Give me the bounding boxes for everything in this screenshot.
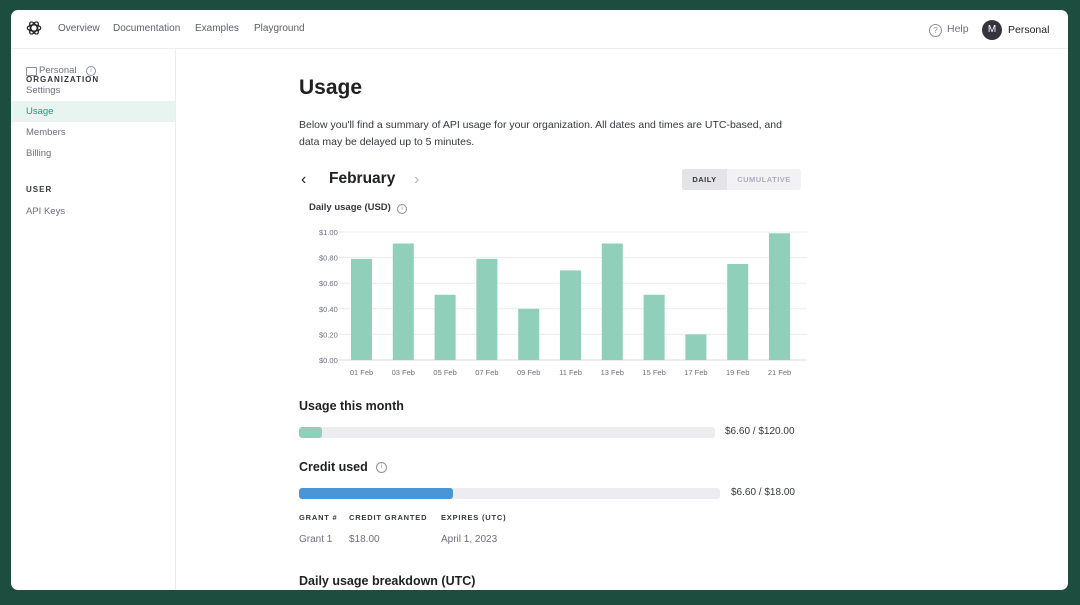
usage-month-progress xyxy=(299,427,715,438)
month-label: February xyxy=(329,170,396,187)
grant-cell-expires: April 1, 2023 xyxy=(441,534,498,545)
toggle-cumulative[interactable]: CUMULATIVE xyxy=(737,175,791,184)
x-tick-label: 11 Feb xyxy=(559,368,582,377)
y-tick-label: $1.00 xyxy=(319,228,338,237)
grant-cell-credit: $18.00 xyxy=(349,534,380,545)
sidebar-item-billing[interactable]: Billing xyxy=(26,148,52,159)
chart-bar[interactable] xyxy=(685,334,707,360)
chart-bar[interactable] xyxy=(601,243,623,360)
chart-bar[interactable] xyxy=(476,258,498,360)
y-tick-label: $0.00 xyxy=(319,356,338,365)
credit-used-title: Credit used xyxy=(299,460,368,474)
sidebar-item-settings[interactable]: Settings xyxy=(26,85,61,96)
y-tick-label: $0.80 xyxy=(319,254,338,263)
nav-overview[interactable]: Overview xyxy=(58,23,100,34)
sidebar-item-usage[interactable]: Usage xyxy=(26,106,54,117)
x-tick-label: 15 Feb xyxy=(642,368,665,377)
chevron-right-icon[interactable]: › xyxy=(414,171,420,188)
usage-month-progress-fill xyxy=(299,427,322,438)
org-info-icon[interactable]: i xyxy=(86,66,96,76)
openai-logo-icon[interactable] xyxy=(25,19,43,37)
sidebar-heading-user: USER xyxy=(26,185,53,194)
nav-playground[interactable]: Playground xyxy=(254,23,305,34)
column-header-grant: GRANT # xyxy=(299,513,338,522)
page-title: Usage xyxy=(299,76,363,99)
credit-progress-fill xyxy=(299,488,454,499)
daily-breakdown-title: Daily usage breakdown (UTC) xyxy=(299,574,476,588)
y-tick-label: $0.60 xyxy=(319,279,338,288)
chart-bar[interactable] xyxy=(769,233,790,360)
chart-bar[interactable] xyxy=(727,264,749,360)
nav-examples[interactable]: Examples xyxy=(195,23,239,34)
chart-title: Daily usage (USD) xyxy=(309,202,391,213)
chart-info-icon[interactable]: i xyxy=(397,204,407,214)
usage-month-amount: $6.60 / $120.00 xyxy=(725,426,795,437)
toggle-daily[interactable]: DAILY xyxy=(682,169,727,190)
sidebar: ORGANIZATION Personal i Settings Usage M… xyxy=(11,49,176,590)
help-icon[interactable]: ? xyxy=(929,24,942,37)
x-tick-label: 03 Feb xyxy=(392,368,415,377)
briefcase-icon xyxy=(26,67,37,76)
chevron-left-icon[interactable]: ‹ xyxy=(301,171,307,188)
top-navigation: Overview Documentation Examples Playgrou… xyxy=(11,10,1068,49)
x-tick-label: 19 Feb xyxy=(726,368,749,377)
sidebar-org-name[interactable]: Personal xyxy=(39,65,77,76)
x-tick-label: 05 Feb xyxy=(433,368,456,377)
nav-documentation[interactable]: Documentation xyxy=(113,23,181,34)
chart-bar[interactable] xyxy=(518,308,540,360)
credit-info-icon[interactable]: i xyxy=(376,462,387,473)
x-tick-label: 01 Feb xyxy=(350,368,373,377)
usage-view-toggle: DAILY CUMULATIVE xyxy=(682,169,801,190)
daily-usage-chart: 01 Feb 03 Feb 05 Feb 07 Feb 09 Feb 11 Feb 13 F… xyxy=(319,228,807,377)
x-tick-label: 09 Feb xyxy=(517,368,540,377)
account-name[interactable]: Personal xyxy=(1008,24,1050,36)
chart-bar[interactable] xyxy=(560,270,581,360)
help-link[interactable]: Help xyxy=(947,23,969,35)
credit-amount: $6.60 / $18.00 xyxy=(731,487,795,498)
avatar[interactable]: M xyxy=(982,20,1002,40)
chart-bar[interactable] xyxy=(643,294,665,360)
usage-month-title: Usage this month xyxy=(299,399,404,413)
chart-bar[interactable] xyxy=(392,243,414,360)
y-tick-label: $0.40 xyxy=(319,305,338,314)
sidebar-active-highlight xyxy=(11,101,175,122)
sidebar-heading-organization: ORGANIZATION xyxy=(26,75,100,84)
page-description: Below you'll find a summary of API usage… xyxy=(299,119,782,148)
x-tick-label: 13 Feb xyxy=(601,368,624,377)
credit-progress xyxy=(299,488,720,499)
sidebar-item-members[interactable]: Members xyxy=(26,127,66,138)
sidebar-item-api-keys[interactable]: API Keys xyxy=(26,206,66,217)
app-window: Overview Documentation Examples Playgrou… xyxy=(11,10,1068,590)
chart-bar[interactable] xyxy=(351,258,372,360)
y-tick-label: $0.20 xyxy=(319,330,338,339)
x-tick-label: 07 Feb xyxy=(475,368,498,377)
x-tick-label: 17 Feb xyxy=(684,368,707,377)
column-header-expires: EXPIRES (UTC) xyxy=(441,513,507,522)
column-header-credit-granted: CREDIT GRANTED xyxy=(349,513,428,522)
x-tick-label: 21 Feb xyxy=(768,368,791,377)
grant-cell-name: Grant 1 xyxy=(299,534,333,545)
chart-bar[interactable] xyxy=(434,294,456,360)
